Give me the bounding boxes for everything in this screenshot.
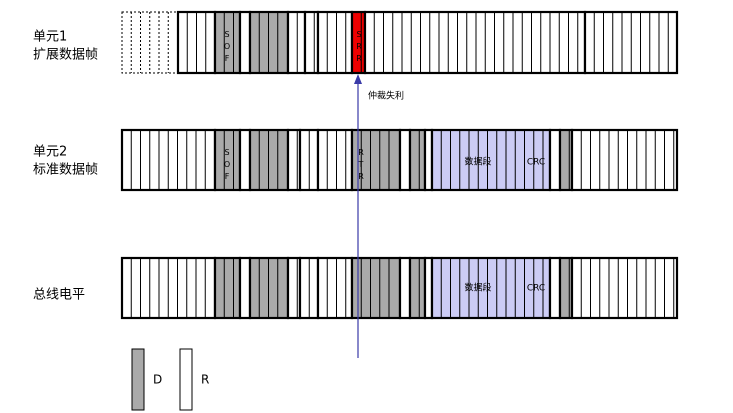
bit-cell [213,128,242,192]
bit-cell [570,256,679,320]
bit-cell [316,10,354,75]
field-label: RTR [357,148,366,184]
annotation: 仲裁失利 [368,90,404,102]
bit-cells [120,10,679,320]
arrow-head [354,74,362,84]
row-label: 总线电平 [33,288,85,303]
field-label: SRR [355,30,364,66]
bit-cell [408,128,427,192]
bit-cell [558,256,574,320]
field-label: CRC [527,284,545,294]
field-label: 数据段 [464,156,491,168]
bit-cell [286,256,302,320]
legend-label: D [153,373,162,387]
bit-cell [303,10,320,75]
legend-label: R [201,373,209,387]
legend-swatch [179,348,193,411]
bit-cell [398,256,412,320]
row-label: 标准数据帧 [33,163,98,178]
bit-cell [238,256,252,320]
field-label: SOF [223,148,232,184]
field-label: 数据段 [464,282,491,294]
bit-cell [558,128,574,192]
row-label: 扩展数据帧 [33,48,98,63]
bit-cell [238,128,252,192]
row-label: 单元1 [33,30,67,45]
bit-cell [213,10,242,75]
bit-cell [286,128,302,192]
bit-cell [213,256,242,320]
bit-cell [363,10,587,75]
bit-cell [430,256,552,320]
field-label: SOF [223,30,232,66]
bit-cell [316,256,354,320]
bit-cell [316,128,354,192]
bit-cell [548,256,562,320]
bit-cell [548,128,562,192]
bit-cell [570,128,679,192]
field-label: CRC [527,158,545,168]
bit-cell [398,128,412,192]
bit-cell [350,256,402,320]
legend-swatch [131,348,145,411]
bit-cell [286,10,307,75]
bit-cell [238,10,252,75]
bit-cell [408,256,427,320]
row-label: 单元2 [33,145,67,160]
